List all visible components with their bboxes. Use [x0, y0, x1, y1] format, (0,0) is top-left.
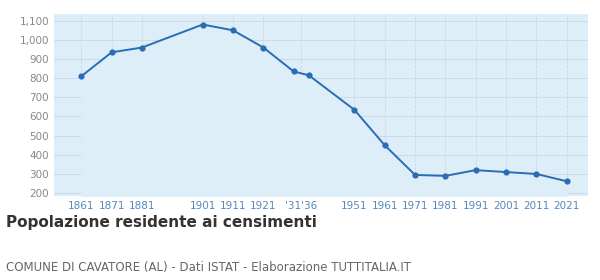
Point: [137, 45, 147, 50]
Point: [440, 174, 450, 178]
Point: [562, 179, 572, 183]
Point: [107, 50, 116, 55]
Text: COMUNE DI CAVATORE (AL) - Dati ISTAT - Elaborazione TUTTITALIA.IT: COMUNE DI CAVATORE (AL) - Dati ISTAT - E…: [6, 262, 411, 274]
Point: [198, 22, 208, 27]
Point: [228, 28, 238, 32]
Point: [304, 73, 314, 78]
Point: [259, 45, 268, 50]
Point: [77, 74, 86, 78]
Point: [350, 108, 359, 112]
Point: [410, 173, 420, 177]
Point: [501, 170, 511, 174]
Text: Popolazione residente ai censimenti: Popolazione residente ai censimenti: [6, 214, 317, 230]
Point: [471, 168, 481, 172]
Point: [289, 69, 298, 74]
Point: [380, 143, 389, 148]
Point: [532, 172, 541, 176]
